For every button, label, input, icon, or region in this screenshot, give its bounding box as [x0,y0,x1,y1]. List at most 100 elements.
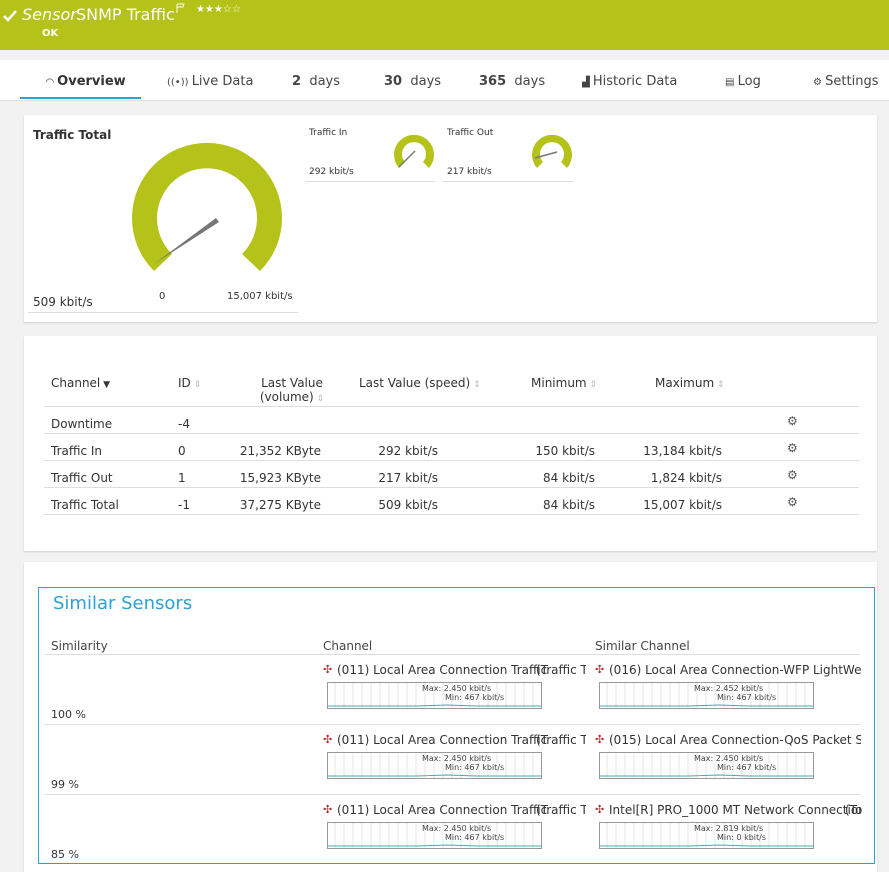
sort-icon: ⇕ [714,380,724,390]
column-header: Similar Channel [595,639,690,653]
column-header[interactable]: Channel ▼ [51,376,110,390]
tab-underline [20,97,141,99]
cell: Traffic In [51,444,102,458]
gauge-value: 509 kbit/s [33,295,93,309]
small-gauge [389,135,439,180]
channel-icon[interactable]: ✣ [323,733,332,746]
channel-icon[interactable]: ✣ [595,803,604,816]
tab-icon: ⚙ [813,77,825,88]
column-header: Channel [323,639,372,653]
similarity: 99 % [51,778,79,791]
tab[interactable]: ▟ Historic Data [582,74,677,89]
channel-icon[interactable]: ✣ [323,803,332,816]
channel-icon[interactable]: ✣ [595,733,604,746]
tab-icon: ◠ [46,77,57,88]
cell: 21,352 KByte [240,444,321,458]
row-divider [44,460,859,461]
flag-stars[interactable]: ★★★☆☆ [176,3,246,15]
channel-settings[interactable]: ⚙ [787,495,798,509]
channel-settings[interactable]: ⚙ [787,414,798,428]
section-title: Similar Sensors [53,593,192,614]
cell: 13,184 kbit/s [643,444,722,458]
channel[interactable]: (011) Local Area Connection Traffic [337,733,547,747]
small-gauge-title: Traffic In [309,128,347,138]
mini-max: Max: 2.819 kbit/s [694,824,763,833]
small-gauge-title: Traffic Out [447,128,493,138]
similar-extra: (To [845,803,865,817]
sort-icon: ⇕ [470,380,480,390]
cell: Traffic Out [51,471,113,485]
tab[interactable]: 2 days [292,74,340,89]
column-header[interactable]: Minimum ⇕ [531,376,597,390]
tab-label: Live Data [192,74,254,89]
channel-settings[interactable]: ⚙ [787,468,798,482]
mini-max: Max: 2.450 kbit/s [422,684,491,693]
sensor-title: SNMP Traffic [76,5,175,24]
cell: 15,923 KByte [240,471,321,485]
status: OK [42,28,58,39]
tab-icon: ((•)) [167,77,192,88]
column-header[interactable]: Last Value (speed) ⇕ [359,376,481,390]
mini-max: Max: 2.450 kbit/s [422,754,491,763]
channel-settings[interactable]: ⚙ [787,441,798,455]
tab-number: 2 [292,74,301,89]
row-divider [44,406,859,407]
main-gauge [124,140,304,310]
tab[interactable]: 365 days [479,74,545,89]
similar-panel: Similar Sensors Similarity Channel Similar… [24,562,877,872]
cell: 150 kbit/s [535,444,595,458]
tab-icon: ▟ [582,77,593,88]
divider [443,181,573,182]
similarity: 85 % [51,848,79,861]
column-header[interactable]: Last Value (volume) ⇕ [252,376,332,404]
tab-label: Log [738,74,761,89]
divider [305,181,435,182]
tab-number: 365 [479,74,506,89]
channel-icon[interactable]: ✣ [595,663,604,676]
tab-label: Historic Data [593,74,678,89]
mini-max: Max: 2.450 kbit/s [694,754,763,763]
similar-channel[interactable]: (015) Local Area Connection-QoS Packet S… [609,733,861,747]
row-divider [45,654,860,655]
cell: 509 kbit/s [378,498,438,512]
similarity: 100 % [51,708,86,721]
mini-min: Min: 467 kbit/s [717,763,776,772]
channel-table-panel: Channel ▼ ID ⇕ Last Value (volume) ⇕ Last V… [24,336,877,551]
row-divider [44,514,859,515]
divider [28,312,298,313]
channel-extra: (Traffic To [536,803,586,817]
column-header[interactable]: Maximum ⇕ [655,376,725,390]
channel[interactable]: (011) Local Area Connection Traffic [337,663,547,677]
tab[interactable]: 30 days [384,74,441,89]
cell: 1,824 kbit/s [651,471,722,485]
similar-channel[interactable]: Intel[R] PRO_1000 MT Network Connection [609,803,861,817]
cell: -1 [178,498,190,512]
cell: -4 [178,417,190,431]
column-header: Similarity [51,639,108,653]
cell: 15,007 kbit/s [643,498,722,512]
column-header[interactable]: ID ⇕ [178,376,201,390]
mini-min: Min: 0 kbit/s [717,833,766,842]
cell: Traffic Total [51,498,119,512]
tab[interactable]: ((•)) Live Data [167,74,253,89]
tab[interactable]: ▤ Log [725,74,761,89]
channel-extra: (Traffic To [536,663,586,677]
mini-min: Min: 467 kbit/s [445,763,504,772]
channel-icon[interactable]: ✣ [323,663,332,676]
channel-extra: (Traffic To [536,733,586,747]
row-divider [45,724,860,725]
tab[interactable]: ⚙ Settings [813,74,878,89]
channel[interactable]: (011) Local Area Connection Traffic [337,803,547,817]
mini-min: Min: 467 kbit/s [445,833,504,842]
cell: 84 kbit/s [543,498,595,512]
tab[interactable]: ◠ Overview [46,74,126,89]
svg-text:★★★☆☆: ★★★☆☆ [196,4,241,15]
tab-label: Settings [825,74,878,89]
gauge-title: Traffic Total [33,128,111,142]
sensor-prefix: Sensor [22,5,77,24]
similar-channel[interactable]: (016) Local Area Connection-WFP LightWei… [609,663,861,677]
mini-min: Min: 467 kbit/s [445,693,504,702]
cell: Downtime [51,417,112,431]
cell: 37,275 KByte [240,498,321,512]
